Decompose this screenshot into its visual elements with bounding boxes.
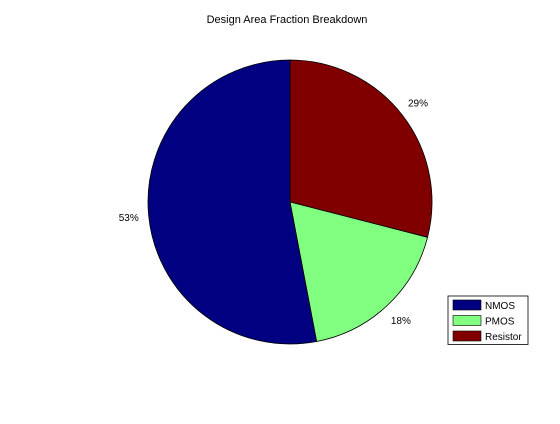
pie-slice-nmos [147, 59, 318, 345]
legend-swatch-nmos [452, 299, 482, 311]
legend-label-pmos: PMOS [485, 317, 515, 328]
legend-swatch-pmos [452, 315, 482, 326]
slice-label-nmos: 53% [119, 213, 139, 224]
slice-label-resistor: 29% [408, 99, 428, 110]
pie-slice-resistor [289, 59, 433, 238]
legend-label-resistor: Resistor [485, 332, 522, 343]
legend: NMOS PMOS Resistor [447, 295, 529, 345]
pie-slice-labels: 29% 18% 53% [119, 99, 428, 327]
chart-title: Design Area Fraction Breakdown [207, 14, 368, 26]
pie-slices [147, 59, 433, 345]
slice-label-pmos: 18% [391, 316, 411, 327]
legend-swatch-resistor [452, 330, 482, 342]
legend-label-nmos: NMOS [485, 301, 515, 312]
pie-slice-pmos [289, 201, 429, 342]
